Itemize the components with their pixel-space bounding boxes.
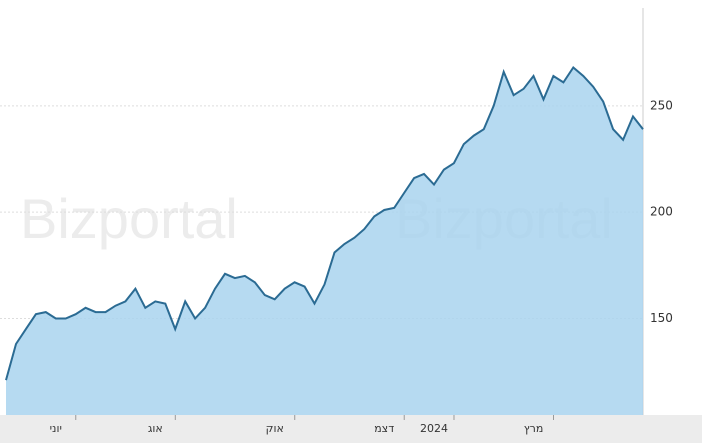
watermark: Bizportal xyxy=(20,187,238,250)
line xyxy=(5,66,644,381)
x-tick-label: אוק xyxy=(266,422,284,435)
area xyxy=(6,67,643,415)
y-tick-label: 200 xyxy=(650,205,673,219)
y-tick-label: 250 xyxy=(650,98,673,112)
x-tick-label: אוג xyxy=(148,422,163,435)
y-tick-label: 150 xyxy=(650,311,673,325)
x-tick-label: מרץ xyxy=(524,422,544,435)
x-tick-label: יוני xyxy=(50,422,62,435)
x-tick-label: דצמ xyxy=(374,422,394,435)
x-axis-band xyxy=(0,415,702,443)
x-tick-label: 2024 xyxy=(420,422,448,435)
